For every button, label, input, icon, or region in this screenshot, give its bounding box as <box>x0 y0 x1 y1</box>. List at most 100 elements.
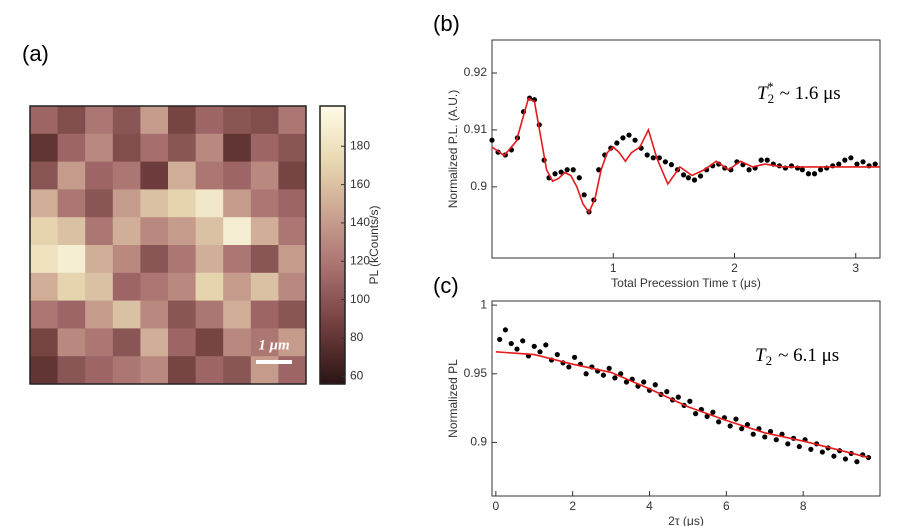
annotation-text: ~ 6.1 μs <box>778 345 839 366</box>
heatmap-cell <box>223 161 252 190</box>
x-tick-label: 3 <box>852 261 859 275</box>
heatmap-cell <box>85 217 114 246</box>
heatmap-cell <box>57 328 86 357</box>
heatmap-cell <box>278 161 307 190</box>
y-tick-label: 0.95 <box>464 366 488 380</box>
heatmap-cell <box>30 133 59 163</box>
heatmap-cell <box>140 300 169 329</box>
heatmap-cell <box>30 106 59 135</box>
data-point <box>854 459 860 465</box>
heatmap-cell <box>57 189 86 218</box>
heatmap-cell <box>168 161 197 190</box>
heatmap-cell <box>278 106 307 135</box>
data-point <box>848 155 854 161</box>
x-tick-label: 0 <box>492 499 499 513</box>
heatmap-cell <box>168 300 197 329</box>
heatmap-cell <box>30 328 59 357</box>
scale-bar-label: 1 μm <box>258 337 289 353</box>
heatmap-cell <box>57 356 86 385</box>
data-point <box>581 192 587 198</box>
data-point <box>514 346 520 352</box>
data-point <box>680 172 687 178</box>
image-frame <box>29 105 307 385</box>
heatmap-cell <box>85 245 114 274</box>
heatmap-cell <box>57 300 86 329</box>
heatmap-cell <box>30 356 59 385</box>
data-point <box>746 167 752 173</box>
heatmap-cell <box>112 217 141 246</box>
heatmap-cell <box>140 328 169 357</box>
data-point <box>808 446 814 452</box>
heatmap-cell <box>250 217 279 246</box>
colorbar-tick-label: 120 <box>350 253 370 267</box>
heatmap-cell <box>223 217 252 246</box>
y-axis-label: Normalized P.L. (A.U.) <box>446 90 460 208</box>
heatmap-cell <box>140 245 169 274</box>
heatmap-cell <box>195 217 224 246</box>
data-point <box>842 456 849 462</box>
data-point <box>596 167 602 173</box>
data-point <box>727 423 733 429</box>
data-point <box>600 372 607 378</box>
data-point <box>685 175 692 181</box>
data-point <box>764 157 770 163</box>
heatmap-cell <box>112 106 141 135</box>
heatmap-cell <box>223 356 252 385</box>
heatmap-cell <box>85 272 114 302</box>
data-point <box>508 340 514 347</box>
heatmap-cell <box>57 272 86 302</box>
heatmap-cell <box>30 161 59 190</box>
heatmap-cell <box>30 189 59 218</box>
data-point <box>836 161 842 167</box>
heatmap-cell <box>168 106 197 135</box>
heatmap-cell <box>168 272 197 302</box>
data-point <box>767 428 774 435</box>
data-point <box>716 419 722 425</box>
heatmap-cell <box>278 272 307 302</box>
heatmap-cell <box>278 245 307 274</box>
heatmap-cell <box>112 300 141 329</box>
data-point <box>571 354 578 360</box>
heatmap-cell <box>140 356 169 385</box>
annotation: T2* ~ 1.6 μs <box>757 79 841 106</box>
data-point <box>710 409 716 415</box>
colorbar-label: PL (kCounts/s) <box>367 206 381 285</box>
x-tick-label: 6 <box>723 499 730 513</box>
data-point <box>489 137 495 143</box>
data-point <box>552 171 558 177</box>
heatmap-cell <box>140 189 169 218</box>
data-point <box>612 375 618 381</box>
heatmap-cell <box>85 133 114 163</box>
data-point <box>650 155 656 161</box>
heatmap-cell <box>112 272 141 302</box>
heatmap-cell <box>223 300 252 329</box>
data-point <box>520 338 526 344</box>
data-point <box>691 177 698 183</box>
heatmap-cell <box>30 217 59 246</box>
data-point <box>606 365 612 371</box>
fit-line <box>495 351 869 459</box>
annotation-text: ~ 1.6 μs <box>780 83 841 104</box>
data-point <box>576 175 582 181</box>
x-axis-label: 2τ (μs) <box>668 514 704 526</box>
heatmap-cell <box>85 189 114 218</box>
heatmap-cell <box>250 133 279 163</box>
heatmap-cell <box>250 189 279 218</box>
data-point <box>744 421 751 428</box>
x-tick-label: 4 <box>646 499 653 513</box>
data-point <box>675 394 681 400</box>
heatmap-cell <box>223 133 252 163</box>
heatmap-cell <box>168 217 197 246</box>
heatmap-cell <box>250 161 279 190</box>
data-point <box>799 167 806 173</box>
data-point <box>652 382 658 388</box>
data-point <box>554 351 560 358</box>
heatmap-cell <box>168 356 197 385</box>
data-point <box>662 159 668 165</box>
heatmap-cell <box>250 300 279 329</box>
data-point <box>626 132 632 138</box>
heatmap-cell <box>30 300 59 329</box>
heatmap-cell <box>250 245 279 274</box>
heatmap-cell <box>57 245 86 274</box>
data-point <box>739 426 745 432</box>
